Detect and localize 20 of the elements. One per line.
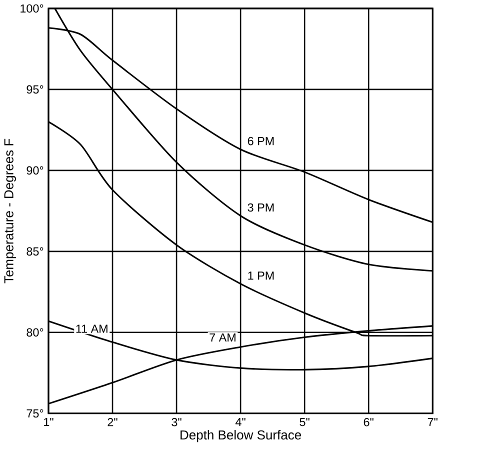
y-tick-label: 80° [26, 328, 44, 337]
x-tick-label: 4" [236, 418, 246, 426]
x-tick-label: 1" [44, 418, 54, 426]
x-axis-title: Depth Below Surface [180, 430, 302, 442]
x-tick-label: 7" [428, 418, 438, 426]
y-axis-title: Temperature - Degrees F [4, 138, 16, 284]
x-tick-label: 2" [108, 418, 118, 426]
x-tick-label: 5" [300, 418, 310, 426]
y-tick-label: 95° [26, 85, 44, 94]
series-label: 11 AM [76, 324, 108, 333]
y-tick-label: 90° [26, 166, 44, 175]
x-tick-label: 6" [364, 418, 374, 426]
y-tick-label: 85° [26, 247, 44, 256]
y-tick-label: 75° [26, 409, 44, 418]
series-label: 3 PM [248, 203, 274, 212]
y-tick-label: 100° [20, 4, 44, 13]
series-label: 6 PM [248, 136, 274, 146]
series-label: 7 AM [210, 333, 236, 342]
series-label: 1 PM [248, 272, 274, 280]
x-tick-label: 3" [172, 418, 182, 426]
